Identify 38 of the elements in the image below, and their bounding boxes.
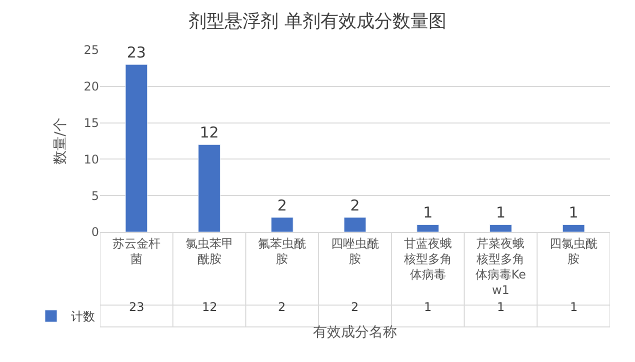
data-label: 1 [570, 300, 578, 314]
x-tick-label: 芹菜夜蛾核型多角体病毒Kew1 [475, 236, 526, 298]
bar [344, 217, 366, 232]
bar [125, 64, 148, 232]
data-label: 1 [424, 300, 432, 314]
bar [416, 224, 440, 232]
data-label: 23 [129, 300, 144, 314]
chart-title: 剂型悬浮剂 单剂有效成分数量图 [188, 11, 446, 32]
x-tick-label: 氯虫苯甲酰胺 [185, 236, 234, 266]
text: 12 [200, 124, 219, 142]
y-axis-title: 数量/个 [52, 118, 68, 164]
x-axis-title: 有效成分名称 [313, 324, 397, 340]
text: 2 [277, 196, 287, 214]
legend-label: 计数 [71, 310, 95, 324]
y-tick-label: 15 [84, 116, 99, 130]
data-label: 2 [278, 300, 286, 314]
y-tick-label: 25 [84, 43, 99, 58]
x-tick-label: 甘蓝夜蛾核型多角体病毒 [402, 236, 452, 282]
y-tick-label: 20 [84, 80, 99, 94]
data-label: 1 [497, 300, 505, 314]
text: 2 [350, 196, 360, 214]
y-tick-label: 10 [84, 152, 99, 166]
x-tick-label: 四唑虫酰胺 [331, 236, 379, 266]
x-tick-label: 四氯虫酰胺 [550, 236, 598, 266]
data-label: 2 [351, 300, 359, 314]
y-tick-label: 0 [91, 225, 99, 240]
bar [270, 217, 294, 232]
bar [490, 224, 512, 232]
x-tick-label: 氟苯虫酰胺 [258, 236, 306, 266]
bar [562, 224, 585, 232]
y-tick-label: 5 [91, 188, 99, 203]
text: 1 [496, 204, 506, 222]
text: 23 [126, 44, 146, 62]
x-tick-label: 苏云金杆菌 [112, 236, 160, 266]
bar [198, 144, 220, 232]
data-label: 12 [202, 300, 218, 314]
text: 1 [568, 204, 578, 222]
text: 1 [423, 204, 433, 222]
